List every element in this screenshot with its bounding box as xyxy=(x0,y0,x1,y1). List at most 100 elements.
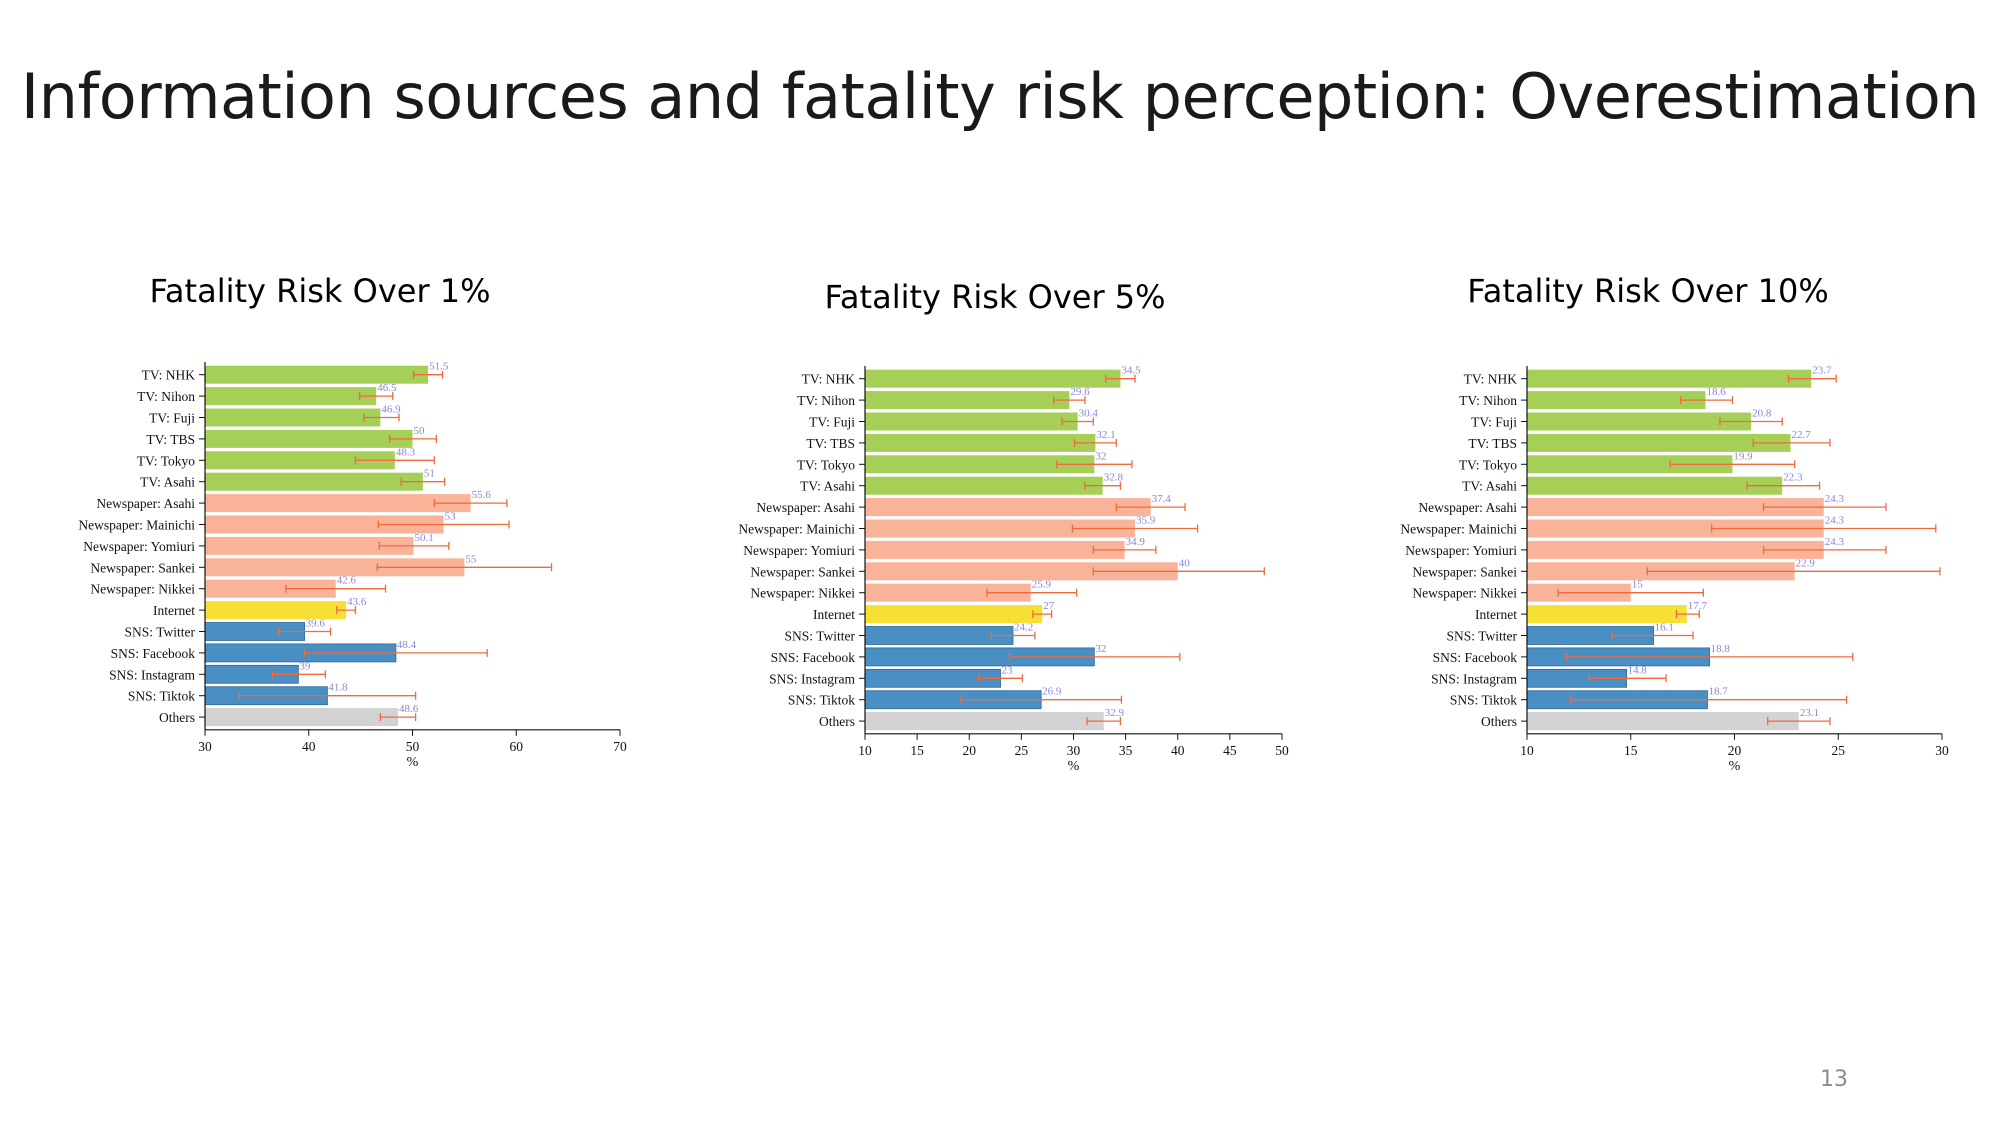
bar xyxy=(865,369,1121,388)
bar xyxy=(205,579,336,598)
category-label: TV: Nihon xyxy=(797,393,855,408)
data-label: 27 xyxy=(1043,600,1055,612)
data-label: 18.7 xyxy=(1709,686,1729,698)
page-number: 13 xyxy=(1820,1067,1848,1092)
bar xyxy=(1527,455,1733,474)
x-tick-label: 50 xyxy=(1275,743,1289,758)
category-label: SNS: Tiktok xyxy=(128,689,195,704)
category-label: Internet xyxy=(1475,607,1517,622)
data-label: 20.8 xyxy=(1752,408,1772,420)
category-label: Newspaper: Asahi xyxy=(1418,500,1517,515)
bar xyxy=(1527,540,1824,559)
category-label: SNS: Instagram xyxy=(109,667,195,682)
data-label: 26.9 xyxy=(1042,686,1062,698)
bar xyxy=(865,519,1136,538)
x-tick-label: 45 xyxy=(1223,743,1237,758)
bar xyxy=(205,472,423,491)
bar xyxy=(865,540,1125,559)
data-label: 15 xyxy=(1632,579,1644,591)
bar xyxy=(205,536,414,555)
data-label: 39 xyxy=(299,660,311,672)
bar xyxy=(865,433,1096,452)
x-tick-label: 50 xyxy=(406,739,420,754)
bar xyxy=(205,708,398,727)
x-tick-label: 20 xyxy=(963,743,977,758)
category-label: Newspaper: Mainichi xyxy=(738,522,855,537)
data-label: 23.1 xyxy=(1800,707,1819,719)
data-label: 50 xyxy=(414,425,426,437)
bar xyxy=(865,391,1070,410)
x-tick-label: 35 xyxy=(1119,743,1133,758)
bar xyxy=(205,387,377,406)
data-label: 35.9 xyxy=(1136,515,1156,527)
data-label: 24.3 xyxy=(1825,515,1845,527)
category-label: TV: Fuji xyxy=(149,411,195,426)
x-tick-label: 30 xyxy=(1935,743,1949,758)
bar xyxy=(865,605,1043,624)
data-label: 34.9 xyxy=(1126,536,1146,548)
slide-title: Information sources and fatality risk pe… xyxy=(20,60,1980,133)
category-label: Others xyxy=(1481,714,1517,729)
data-label: 17.7 xyxy=(1688,600,1708,612)
bar xyxy=(1527,433,1791,452)
data-label: 32 xyxy=(1095,450,1106,462)
data-label: 18.6 xyxy=(1706,386,1726,398)
category-label: TV: TBS xyxy=(146,432,195,447)
data-label: 18.8 xyxy=(1711,643,1731,655)
category-label: TV: Tokyo xyxy=(797,457,855,472)
category-label: SNS: Instagram xyxy=(1431,671,1517,686)
x-tick-label: 70 xyxy=(613,739,627,754)
category-label: Internet xyxy=(813,607,855,622)
category-label: TV: Fuji xyxy=(1471,415,1517,430)
category-label: Internet xyxy=(153,603,195,618)
data-label: 46.5 xyxy=(377,382,397,394)
data-label: 53 xyxy=(445,511,457,523)
bar xyxy=(205,558,465,577)
data-label: 19.9 xyxy=(1733,450,1753,462)
bar xyxy=(1527,391,1706,410)
category-label: Others xyxy=(159,710,195,725)
chart-title-10pct: Fatality Risk Over 10% xyxy=(1467,272,1829,310)
data-label: 42.6 xyxy=(337,575,357,587)
bar xyxy=(1527,519,1824,538)
bar xyxy=(1527,498,1824,517)
data-label: 24.3 xyxy=(1825,536,1845,548)
category-label: Newspaper: Asahi xyxy=(96,496,195,511)
category-label: Newspaper: Nikkei xyxy=(750,586,855,601)
x-tick-label: 40 xyxy=(1171,743,1185,758)
x-tick-label: 10 xyxy=(1520,743,1534,758)
x-axis-label: % xyxy=(1068,759,1080,774)
data-label: 43.6 xyxy=(347,596,367,608)
category-label: SNS: Facebook xyxy=(111,646,196,661)
x-tick-label: 25 xyxy=(1832,743,1846,758)
category-label: Newspaper: Yomiuri xyxy=(1405,543,1517,558)
data-label: 23 xyxy=(1002,664,1014,676)
data-label: 25.9 xyxy=(1032,579,1052,591)
category-label: Newspaper: Nikkei xyxy=(90,582,195,597)
bar xyxy=(1527,712,1799,731)
bar xyxy=(865,498,1151,517)
category-label: TV: NHK xyxy=(1464,372,1518,387)
category-label: TV: Asahi xyxy=(1462,479,1517,494)
bar xyxy=(205,601,347,620)
data-label: 16.1 xyxy=(1655,622,1674,634)
category-label: Newspaper: Sankei xyxy=(1412,564,1517,579)
bar xyxy=(205,451,395,470)
category-label: SNS: Twitter xyxy=(785,629,856,644)
category-label: TV: Asahi xyxy=(140,475,195,490)
data-label: 48.6 xyxy=(399,703,419,715)
data-label: 29.6 xyxy=(1070,386,1090,398)
data-label: 22.3 xyxy=(1783,472,1803,484)
data-label: 55.6 xyxy=(472,489,492,501)
category-label: Newspaper: Yomiuri xyxy=(83,539,195,554)
data-label: 24.2 xyxy=(1014,622,1033,634)
data-label: 32 xyxy=(1095,643,1106,655)
data-label: 39.6 xyxy=(306,618,326,630)
category-label: Newspaper: Nikkei xyxy=(1412,586,1517,601)
x-tick-label: 30 xyxy=(1067,743,1081,758)
data-label: 22.9 xyxy=(1796,557,1816,569)
category-label: Newspaper: Yomiuri xyxy=(743,543,855,558)
category-label: Newspaper: Sankei xyxy=(750,564,855,579)
bar xyxy=(865,712,1104,731)
data-label: 30.4 xyxy=(1079,408,1099,420)
